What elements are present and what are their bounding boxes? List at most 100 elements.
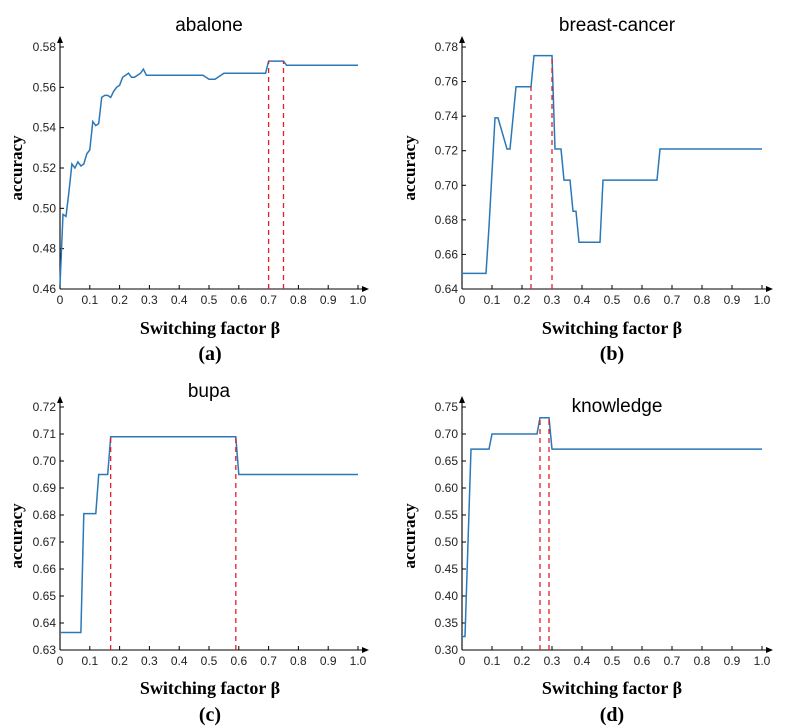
x-tick-label: 0 [57,293,64,307]
y-tick-label: 0.70 [435,178,459,192]
x-tick-label: 0.4 [574,654,591,668]
x-tick-label: 0 [459,293,466,307]
chart-breast-cancer: breast-cancer accuracy Switching factor … [400,15,773,365]
x-axis-arrow [766,286,773,292]
chart-bupa: bupa accuracy Switching factor β (c) 0.6… [7,381,369,726]
y-axis-label: accuracy [400,135,419,201]
x-tick-label: 1.0 [350,654,367,668]
x-tick-label: 0.5 [201,654,218,668]
y-axis-arrow [459,36,465,43]
y-tick-label: 0.70 [435,427,459,441]
y-tick-label: 0.65 [435,454,459,468]
x-tick-label: 0.4 [171,654,188,668]
series-line [60,435,358,634]
chart-title: breast-cancer [559,15,676,36]
y-tick-label: 0.52 [33,161,57,175]
x-tick-label: 0.7 [664,654,681,668]
x-tick-label: 0.6 [634,293,651,307]
y-tick-label: 0.50 [435,535,459,549]
y-tick-label: 0.69 [33,481,57,495]
y-tick-label: 0.67 [33,535,57,549]
x-tick-label: 0.8 [290,654,307,668]
x-tick-label: 0.9 [724,293,741,307]
y-tick-label: 0.64 [33,616,57,630]
x-tick-label: 0.9 [320,654,337,668]
y-tick-label: 0.45 [435,562,459,576]
y-tick-label: 0.76 [435,75,459,89]
x-tick-label: 0.5 [604,293,621,307]
x-tick-label: 0.7 [260,654,277,668]
x-axis-label: Switching factor β [542,318,682,338]
y-tick-label: 0.72 [435,144,459,158]
y-tick-label: 0.40 [435,589,459,603]
y-axis-label: accuracy [7,503,26,569]
plot-area: 0.64 0.66 0.68 0.70 0.72 0.74 0.76 0.78 0 0.1 0.2 0… [435,36,773,307]
y-axis-label: accuracy [400,503,419,569]
y-tick-label: 0.55 [435,508,459,522]
plot-area: 0.300.350.400.450.500.550.600.650.700.75… [435,396,773,668]
x-tick-label: 0.8 [694,293,711,307]
panel-label: (c) [199,704,221,726]
x-tick-label: 0.6 [230,293,247,307]
y-tick-label: 0.50 [33,201,57,215]
y-axis-arrow [459,396,465,403]
y-tick-label: 0.30 [435,643,459,657]
y-tick-label: 0.65 [33,589,57,603]
x-tick-label: 0.2 [514,293,531,307]
y-tick-label: 0.75 [435,400,459,414]
x-tick-label: 0.4 [574,293,591,307]
x-tick-label: 0.3 [141,654,158,668]
y-tick-label: 0.63 [33,643,57,657]
y-tick-label: 0.68 [435,213,459,227]
y-tick-label: 0.58 [33,40,57,54]
x-axis-arrow [362,286,369,292]
x-tick-label: 1.0 [754,654,771,668]
x-tick-label: 0.3 [544,293,561,307]
series-line [59,60,358,286]
series-line [462,54,762,275]
x-tick-label: 0.7 [664,293,681,307]
panel-label: (a) [198,343,221,365]
x-axis-label: Switching factor β [542,678,682,698]
x-tick-label: 0.2 [514,654,531,668]
chart-title: bupa [188,381,231,402]
chart-abalone: abalone accuracy Switching factor β (a) … [7,15,369,365]
y-tick-label: 0.68 [33,508,57,522]
x-tick-label: 0.3 [544,654,561,668]
panel-label: (d) [600,704,624,726]
plot-area: 0.630.640.650.660.670.680.690.700.710.72… [33,396,369,668]
x-axis-arrow [362,647,369,653]
x-tick-label: 0.7 [260,293,277,307]
series-line [462,417,762,638]
chart-title: abalone [175,15,243,36]
y-tick-label: 0.66 [33,562,57,576]
x-tick-label: 0.6 [230,654,247,668]
y-tick-label: 0.46 [33,282,57,296]
plot-area: 0.46 0.48 0.50 0.52 0.54 0.56 0.58 0 0.1 0.2 0.3 0.… [33,36,369,307]
y-tick-label: 0.72 [33,400,57,414]
x-tick-label: 1.0 [350,293,367,307]
y-tick-label: 0.60 [435,481,459,495]
y-tick-label: 0.74 [435,109,459,123]
x-tick-label: 0.8 [290,293,307,307]
x-tick-label: 0.6 [634,654,651,668]
y-axis-arrow [57,396,63,403]
chart-knowledge: knowledge accuracy Switching factor β (d… [400,396,773,726]
x-axis-arrow [766,647,773,653]
x-tick-label: 0 [57,654,64,668]
x-tick-label: 0.1 [484,293,501,307]
x-axis-label: Switching factor β [140,318,280,338]
x-tick-label: 0 [459,654,466,668]
x-tick-label: 0.3 [141,293,158,307]
y-axis-arrow [57,36,63,43]
x-tick-label: 0.9 [724,654,741,668]
x-tick-label: 0.1 [81,654,98,668]
y-tick-label: 0.66 [435,247,459,261]
y-tick-label: 0.64 [435,282,459,296]
y-tick-label: 0.54 [33,121,57,135]
x-tick-label: 0.1 [81,293,98,307]
x-tick-label: 0.9 [320,293,337,307]
y-tick-label: 0.78 [435,40,459,54]
x-tick-label: 0.2 [111,654,128,668]
